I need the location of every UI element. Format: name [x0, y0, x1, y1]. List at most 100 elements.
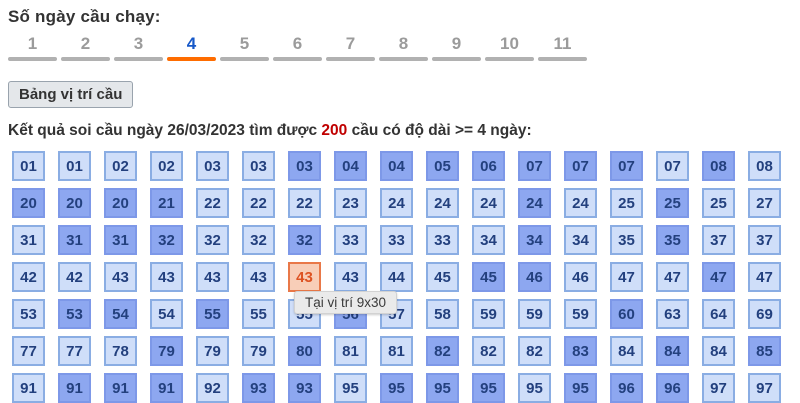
grid-cell[interactable]: 33 [380, 225, 413, 255]
grid-cell[interactable]: 96 [610, 373, 643, 403]
grid-cell[interactable]: 95 [426, 373, 459, 403]
grid-cell[interactable]: 95 [380, 373, 413, 403]
grid-cell[interactable]: 59 [518, 299, 551, 329]
grid-cell[interactable]: 06 [472, 151, 505, 181]
grid-cell[interactable]: 43 [334, 262, 367, 292]
grid-cell[interactable]: 79 [242, 336, 275, 366]
grid-cell[interactable]: 55 [242, 299, 275, 329]
grid-cell[interactable]: 53 [58, 299, 91, 329]
grid-cell[interactable]: 03 [288, 151, 321, 181]
grid-cell[interactable]: 79 [196, 336, 229, 366]
grid-cell[interactable]: 27 [748, 188, 781, 218]
grid-cell[interactable]: 60 [610, 299, 643, 329]
grid-cell[interactable]: 97 [702, 373, 735, 403]
grid-cell[interactable]: 45 [472, 262, 505, 292]
grid-cell[interactable]: 20 [104, 188, 137, 218]
grid-cell[interactable]: 63 [656, 299, 689, 329]
grid-cell[interactable]: 20 [12, 188, 45, 218]
grid-cell[interactable]: 82 [426, 336, 459, 366]
grid-cell[interactable]: 81 [380, 336, 413, 366]
grid-cell[interactable]: 91 [150, 373, 183, 403]
grid-cell[interactable]: 03 [242, 151, 275, 181]
grid-cell[interactable]: 43 [104, 262, 137, 292]
grid-cell[interactable]: 37 [702, 225, 735, 255]
grid-cell[interactable]: 31 [58, 225, 91, 255]
grid-cell[interactable]: 07 [518, 151, 551, 181]
tab-day-3[interactable]: 3 [114, 33, 163, 61]
grid-cell[interactable]: 42 [12, 262, 45, 292]
grid-cell[interactable]: 07 [564, 151, 597, 181]
grid-cell[interactable]: 47 [656, 262, 689, 292]
grid-cell[interactable]: 84 [702, 336, 735, 366]
grid-cell[interactable]: 64 [702, 299, 735, 329]
grid-cell[interactable]: 84 [656, 336, 689, 366]
tab-day-1[interactable]: 1 [8, 33, 57, 61]
grid-cell[interactable]: 55 [196, 299, 229, 329]
grid-cell[interactable]: 54 [104, 299, 137, 329]
grid-cell[interactable]: 47 [702, 262, 735, 292]
grid-cell[interactable]: 04 [334, 151, 367, 181]
grid-cell[interactable]: 82 [472, 336, 505, 366]
grid-cell[interactable]: 80 [288, 336, 321, 366]
grid-cell[interactable]: 34 [518, 225, 551, 255]
grid-cell[interactable]: 82 [518, 336, 551, 366]
grid-cell[interactable]: 20 [58, 188, 91, 218]
grid-cell[interactable]: 83 [564, 336, 597, 366]
grid-cell[interactable]: 81 [334, 336, 367, 366]
grid-cell[interactable]: 22 [242, 188, 275, 218]
grid-cell[interactable]: 93 [242, 373, 275, 403]
grid-cell[interactable]: 34 [564, 225, 597, 255]
grid-cell[interactable]: 78 [104, 336, 137, 366]
bang-vi-tri-cau-button[interactable]: Bảng vị trí cầu [8, 81, 134, 108]
grid-cell[interactable]: 32 [288, 225, 321, 255]
grid-cell[interactable]: 43 [150, 262, 183, 292]
grid-cell[interactable]: 96 [656, 373, 689, 403]
grid-cell[interactable]: 08 [702, 151, 735, 181]
grid-cell[interactable]: 92 [196, 373, 229, 403]
grid-cell[interactable]: 93 [288, 373, 321, 403]
grid-cell[interactable]: 91 [104, 373, 137, 403]
grid-cell[interactable]: 43 [196, 262, 229, 292]
tab-day-2[interactable]: 2 [61, 33, 110, 61]
grid-cell[interactable]: 02 [150, 151, 183, 181]
grid-cell[interactable]: 07 [610, 151, 643, 181]
grid-cell[interactable]: 25 [656, 188, 689, 218]
grid-cell[interactable]: 25 [610, 188, 643, 218]
grid-cell[interactable]: 54 [150, 299, 183, 329]
grid-cell[interactable]: 32 [196, 225, 229, 255]
grid-cell[interactable]: 24 [380, 188, 413, 218]
grid-cell[interactable]: 01 [58, 151, 91, 181]
grid-cell[interactable]: 45 [426, 262, 459, 292]
grid-cell[interactable]: 85 [748, 336, 781, 366]
grid-cell[interactable]: 34 [472, 225, 505, 255]
tab-day-5[interactable]: 5 [220, 33, 269, 61]
grid-cell[interactable]: 58 [426, 299, 459, 329]
grid-cell[interactable]: 24 [564, 188, 597, 218]
grid-cell[interactable]: 01 [12, 151, 45, 181]
grid-cell[interactable]: 37 [748, 225, 781, 255]
grid-cell[interactable]: 47 [610, 262, 643, 292]
grid-cell[interactable]: 95 [564, 373, 597, 403]
grid-cell[interactable]: 53 [12, 299, 45, 329]
grid-cell[interactable]: 84 [610, 336, 643, 366]
grid-cell[interactable]: 05 [426, 151, 459, 181]
tab-day-8[interactable]: 8 [379, 33, 428, 61]
tab-day-9[interactable]: 9 [432, 33, 481, 61]
grid-cell[interactable]: 42 [58, 262, 91, 292]
grid-cell[interactable]: 43 [242, 262, 275, 292]
grid-cell[interactable]: 59 [564, 299, 597, 329]
tab-day-11[interactable]: 11 [538, 33, 587, 61]
grid-cell[interactable]: 25 [702, 188, 735, 218]
grid-cell[interactable]: 46 [564, 262, 597, 292]
grid-cell[interactable]: 24 [518, 188, 551, 218]
grid-cell[interactable]: 69 [748, 299, 781, 329]
tab-day-7[interactable]: 7 [326, 33, 375, 61]
grid-cell[interactable]: 47 [748, 262, 781, 292]
grid-cell[interactable]: 35 [656, 225, 689, 255]
grid-cell[interactable]: 04 [380, 151, 413, 181]
grid-cell[interactable]: 31 [12, 225, 45, 255]
grid-cell[interactable]: 31 [104, 225, 137, 255]
grid-cell[interactable]: 95 [334, 373, 367, 403]
tab-day-6[interactable]: 6 [273, 33, 322, 61]
grid-cell[interactable]: 95 [472, 373, 505, 403]
